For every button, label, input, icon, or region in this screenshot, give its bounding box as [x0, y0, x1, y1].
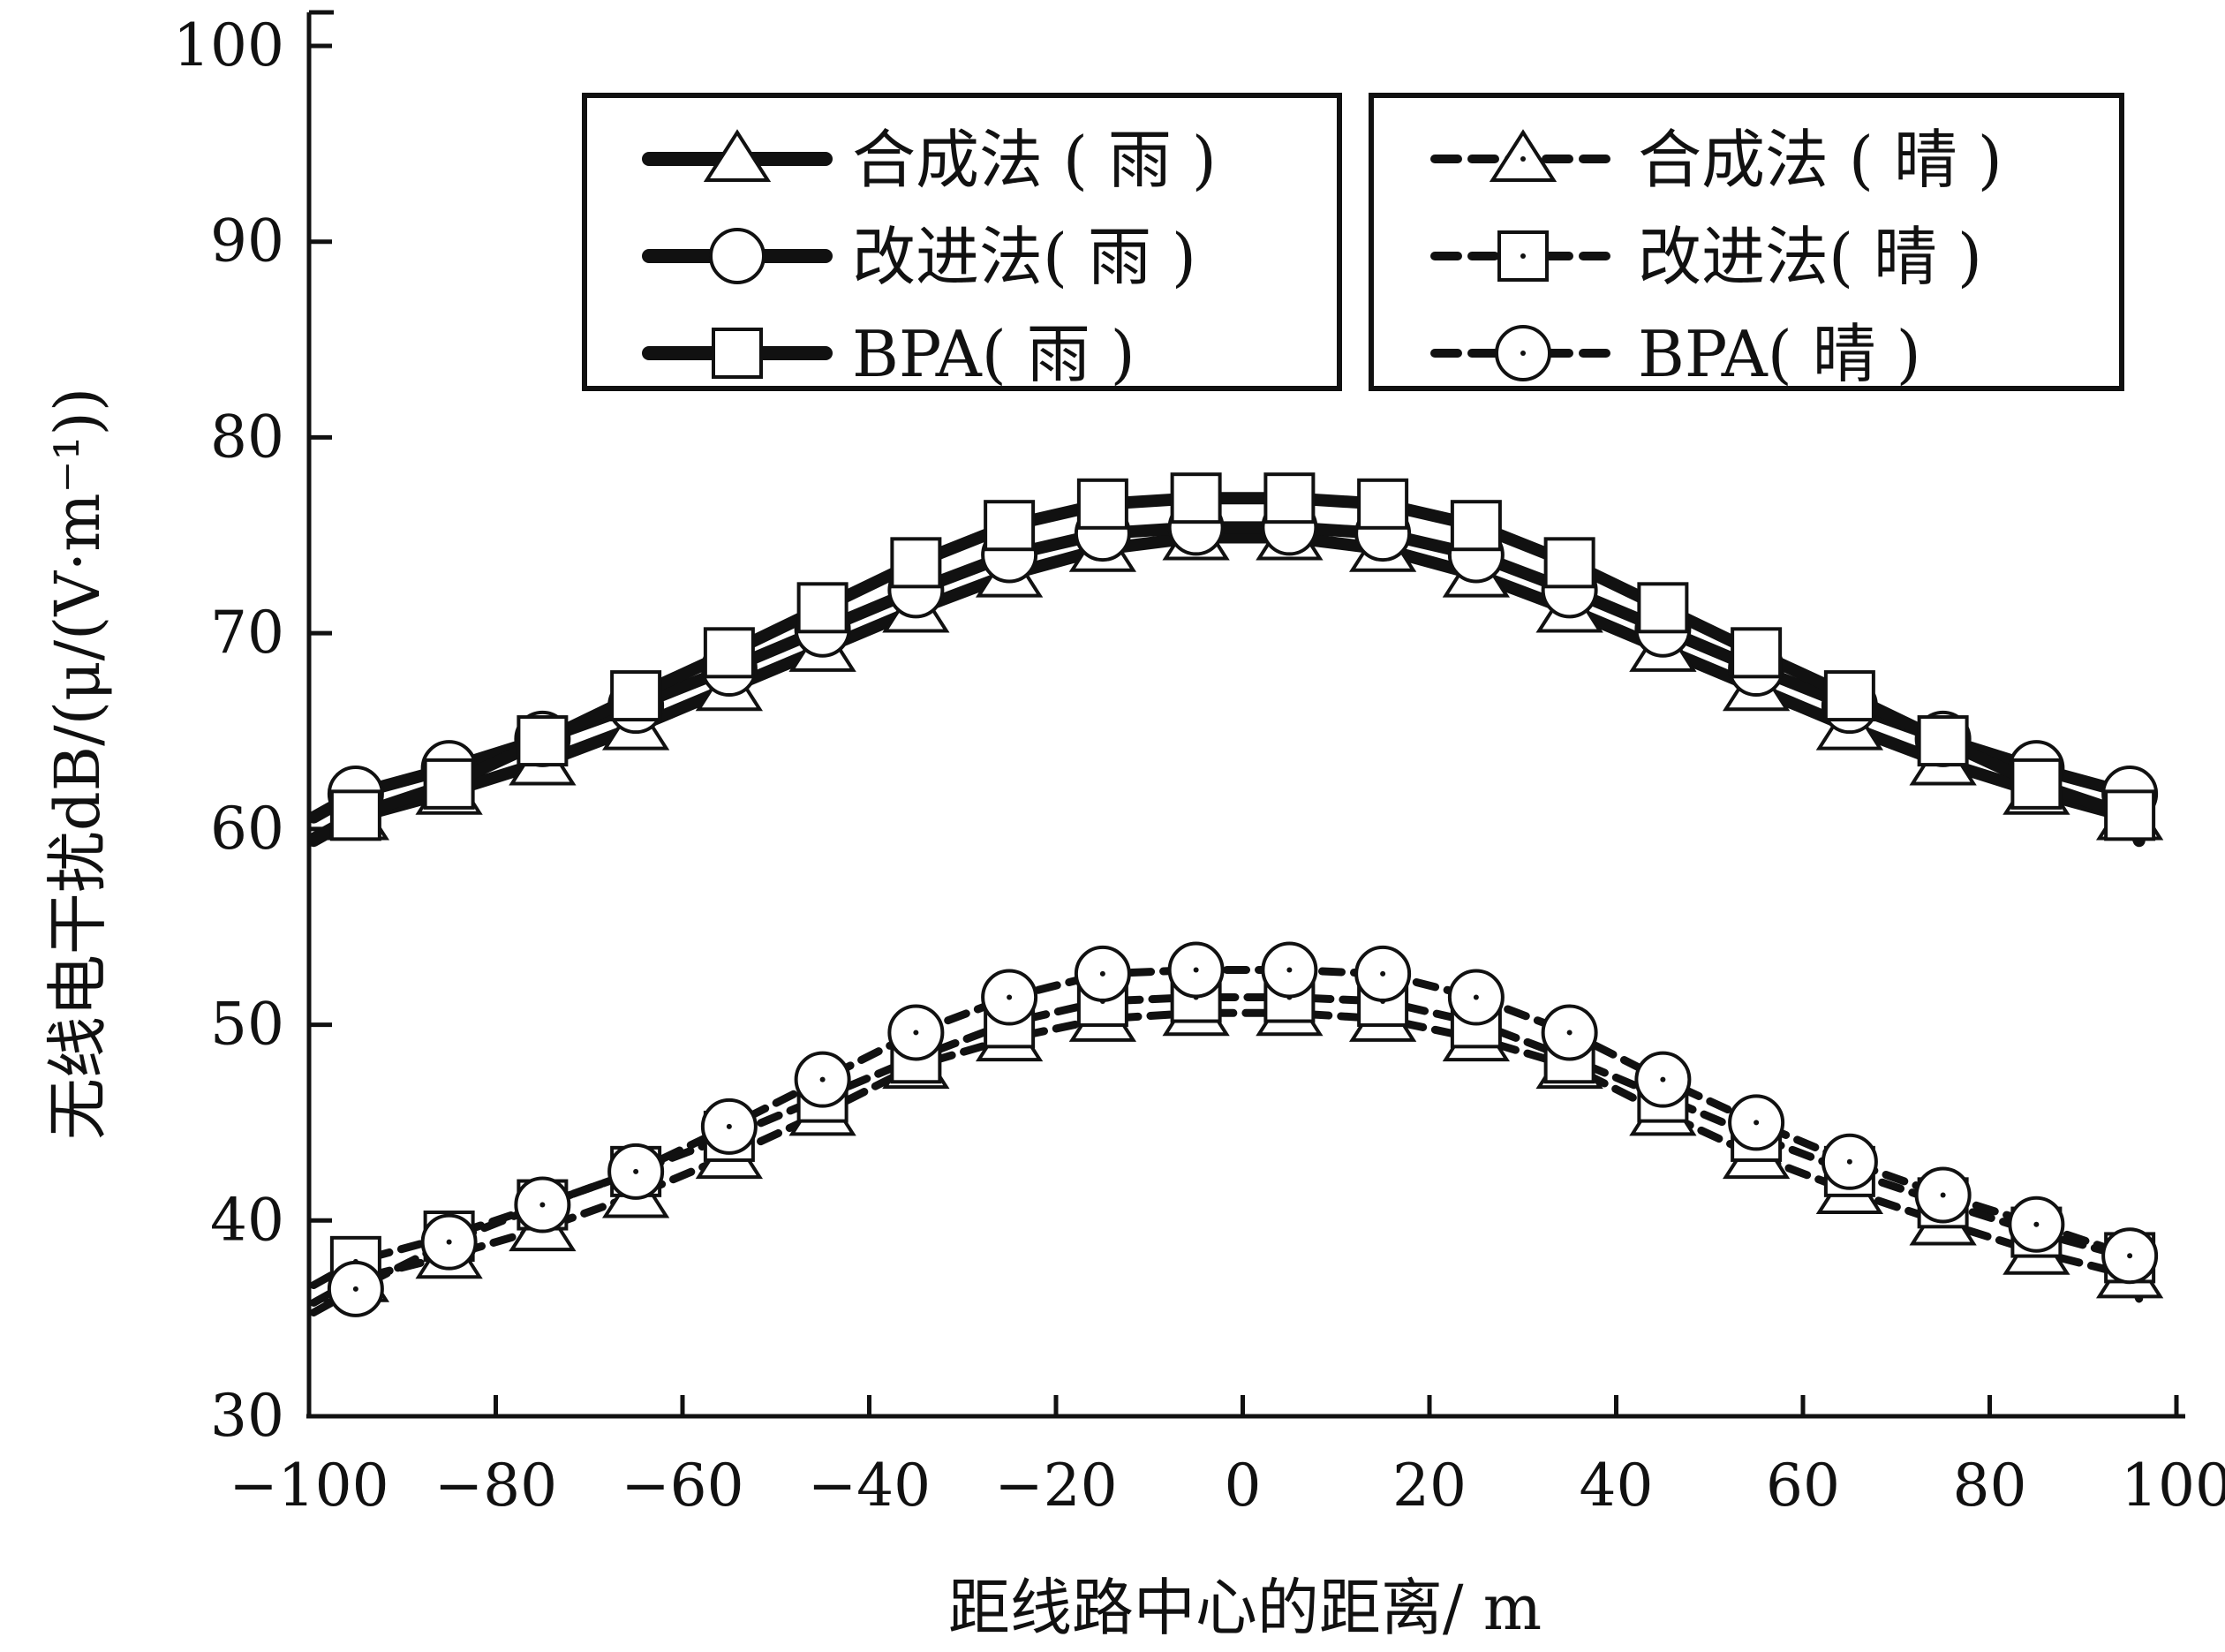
- marker-center-dot: [1660, 1076, 1666, 1082]
- series-4: [309, 983, 2164, 1307]
- legend-rain: 合成法 ( 雨 ) 改进法( 雨 ) BPA( 雨 ): [582, 93, 1342, 391]
- y-tick-label: 60: [210, 795, 284, 863]
- marker-center-dot: [1193, 967, 1199, 973]
- marker-center-dot: [726, 1123, 732, 1129]
- square-marker: [1731, 627, 1783, 679]
- series-3: [307, 472, 2156, 845]
- marker-center-dot: [2033, 1221, 2040, 1227]
- series-6: [309, 941, 2159, 1317]
- legend-entry: BPA( 雨 ): [642, 317, 1135, 391]
- legend-entry: 改进法( 晴 ): [1430, 220, 1982, 294]
- square-marker: [796, 582, 849, 634]
- series-1: [307, 507, 2164, 848]
- x-tick-label: −60: [621, 1452, 743, 1520]
- legend-label: BPA( 雨 ): [852, 317, 1135, 391]
- marker-center-dot: [1940, 1192, 1946, 1198]
- square-marker: [1917, 715, 1969, 767]
- marker-center-dot: [352, 1286, 358, 1292]
- marker-center-dot: [1286, 967, 1293, 973]
- legend-label: 改进法( 雨 ): [852, 220, 1196, 294]
- x-tick-label: 100: [2121, 1452, 2225, 1520]
- legend-rain-box: [582, 93, 1342, 391]
- y-tick-label: 70: [210, 599, 284, 667]
- marker-center-dot: [1520, 156, 1526, 162]
- x-tick-label: 80: [1953, 1452, 2027, 1520]
- y-tick-label: 30: [210, 1382, 284, 1450]
- triangle-marker: [703, 129, 772, 182]
- series-2: [307, 499, 2159, 824]
- square-marker: [1263, 472, 1316, 524]
- series-line: [307, 531, 2146, 848]
- square-marker: [329, 789, 381, 841]
- marker-center-dot: [1754, 1120, 1760, 1126]
- y-tick-label: 40: [210, 1186, 284, 1254]
- series-layer: [307, 472, 2164, 1317]
- series-line: [309, 1008, 2144, 1307]
- marker-center-dot: [1846, 1158, 1852, 1165]
- x-tick-label: −40: [808, 1452, 931, 1520]
- marker-center-dot: [1007, 994, 1013, 1000]
- x-ticks: −100 −80 −60 −40 −20 0 20 40 60 80 100: [229, 1395, 2225, 1520]
- legend-sunny: 合成法 ( 晴 ) 改进法( 晴 ) BPA( 晴 ): [1369, 93, 2124, 391]
- marker-center-dot: [446, 1239, 452, 1245]
- legend-entry: 合成法 ( 雨 ): [642, 123, 1217, 197]
- x-tick-label: −80: [434, 1452, 557, 1520]
- square-marker: [1450, 500, 1502, 552]
- square-marker: [1170, 472, 1222, 524]
- circle-marker: [709, 228, 766, 284]
- square-marker: [984, 500, 1036, 552]
- square-marker: [610, 670, 662, 722]
- square-marker: [2104, 789, 2156, 841]
- legend-label: 合成法 ( 晴 ): [1638, 123, 2002, 197]
- legend-label: BPA( 晴 ): [1638, 317, 1921, 391]
- x-tick-label: 20: [1392, 1452, 1467, 1520]
- marker-center-dot: [633, 1168, 639, 1174]
- axes: [306, 10, 2185, 1419]
- square-marker: [2010, 758, 2063, 810]
- series-5: [309, 971, 2156, 1289]
- y-ticks: 30 40 50 60 70 80 90 100: [173, 11, 332, 1450]
- square-marker: [1543, 537, 1595, 589]
- y-tick-label: 80: [210, 403, 284, 471]
- legend-label: 改进法( 晴 ): [1638, 220, 1982, 294]
- square-marker: [517, 715, 569, 767]
- x-tick-label: −20: [994, 1452, 1117, 1520]
- marker-center-dot: [1380, 970, 1386, 977]
- square-marker: [712, 328, 763, 379]
- legend-entry: BPA( 晴 ): [1430, 317, 1921, 391]
- legend-sunny-box: [1369, 93, 2124, 391]
- marker-center-dot: [1520, 253, 1526, 259]
- square-marker: [1637, 582, 1689, 634]
- legend-entry: 改进法( 雨 ): [642, 220, 1196, 294]
- marker-center-dot: [2127, 1253, 2133, 1259]
- x-tick-label: 40: [1580, 1452, 1654, 1520]
- x-axis-title: 距线路中心的距离/ m: [948, 1572, 1542, 1644]
- y-tick-label: 50: [210, 991, 284, 1059]
- series-line: [307, 492, 2146, 845]
- marker-center-dot: [1099, 970, 1105, 977]
- square-marker: [1823, 670, 1875, 722]
- marker-center-dot: [539, 1202, 546, 1208]
- x-tick-label: 0: [1225, 1452, 1262, 1520]
- marker-center-dot: [913, 1030, 919, 1036]
- y-axis-title: 无线电干扰dB/(μ/(V·m⁻¹)): [41, 388, 114, 1140]
- square-marker: [890, 537, 942, 589]
- y-tick-label: 100: [173, 11, 284, 79]
- legend-entry: 合成法 ( 晴 ): [1430, 123, 2002, 197]
- marker-center-dot: [1520, 351, 1526, 356]
- y-tick-label: 90: [210, 207, 284, 275]
- marker-center-dot: [819, 1076, 826, 1082]
- square-marker: [1076, 478, 1128, 530]
- marker-center-dot: [1473, 994, 1479, 1000]
- square-marker: [423, 758, 475, 810]
- x-tick-label: 60: [1766, 1452, 1840, 1520]
- square-marker: [703, 627, 755, 679]
- legend-label: 合成法 ( 雨 ): [852, 123, 1217, 197]
- series-line: [309, 966, 2144, 1316]
- marker-center-dot: [1566, 1030, 1573, 1036]
- square-marker: [1357, 478, 1409, 530]
- x-tick-label: −100: [229, 1452, 388, 1520]
